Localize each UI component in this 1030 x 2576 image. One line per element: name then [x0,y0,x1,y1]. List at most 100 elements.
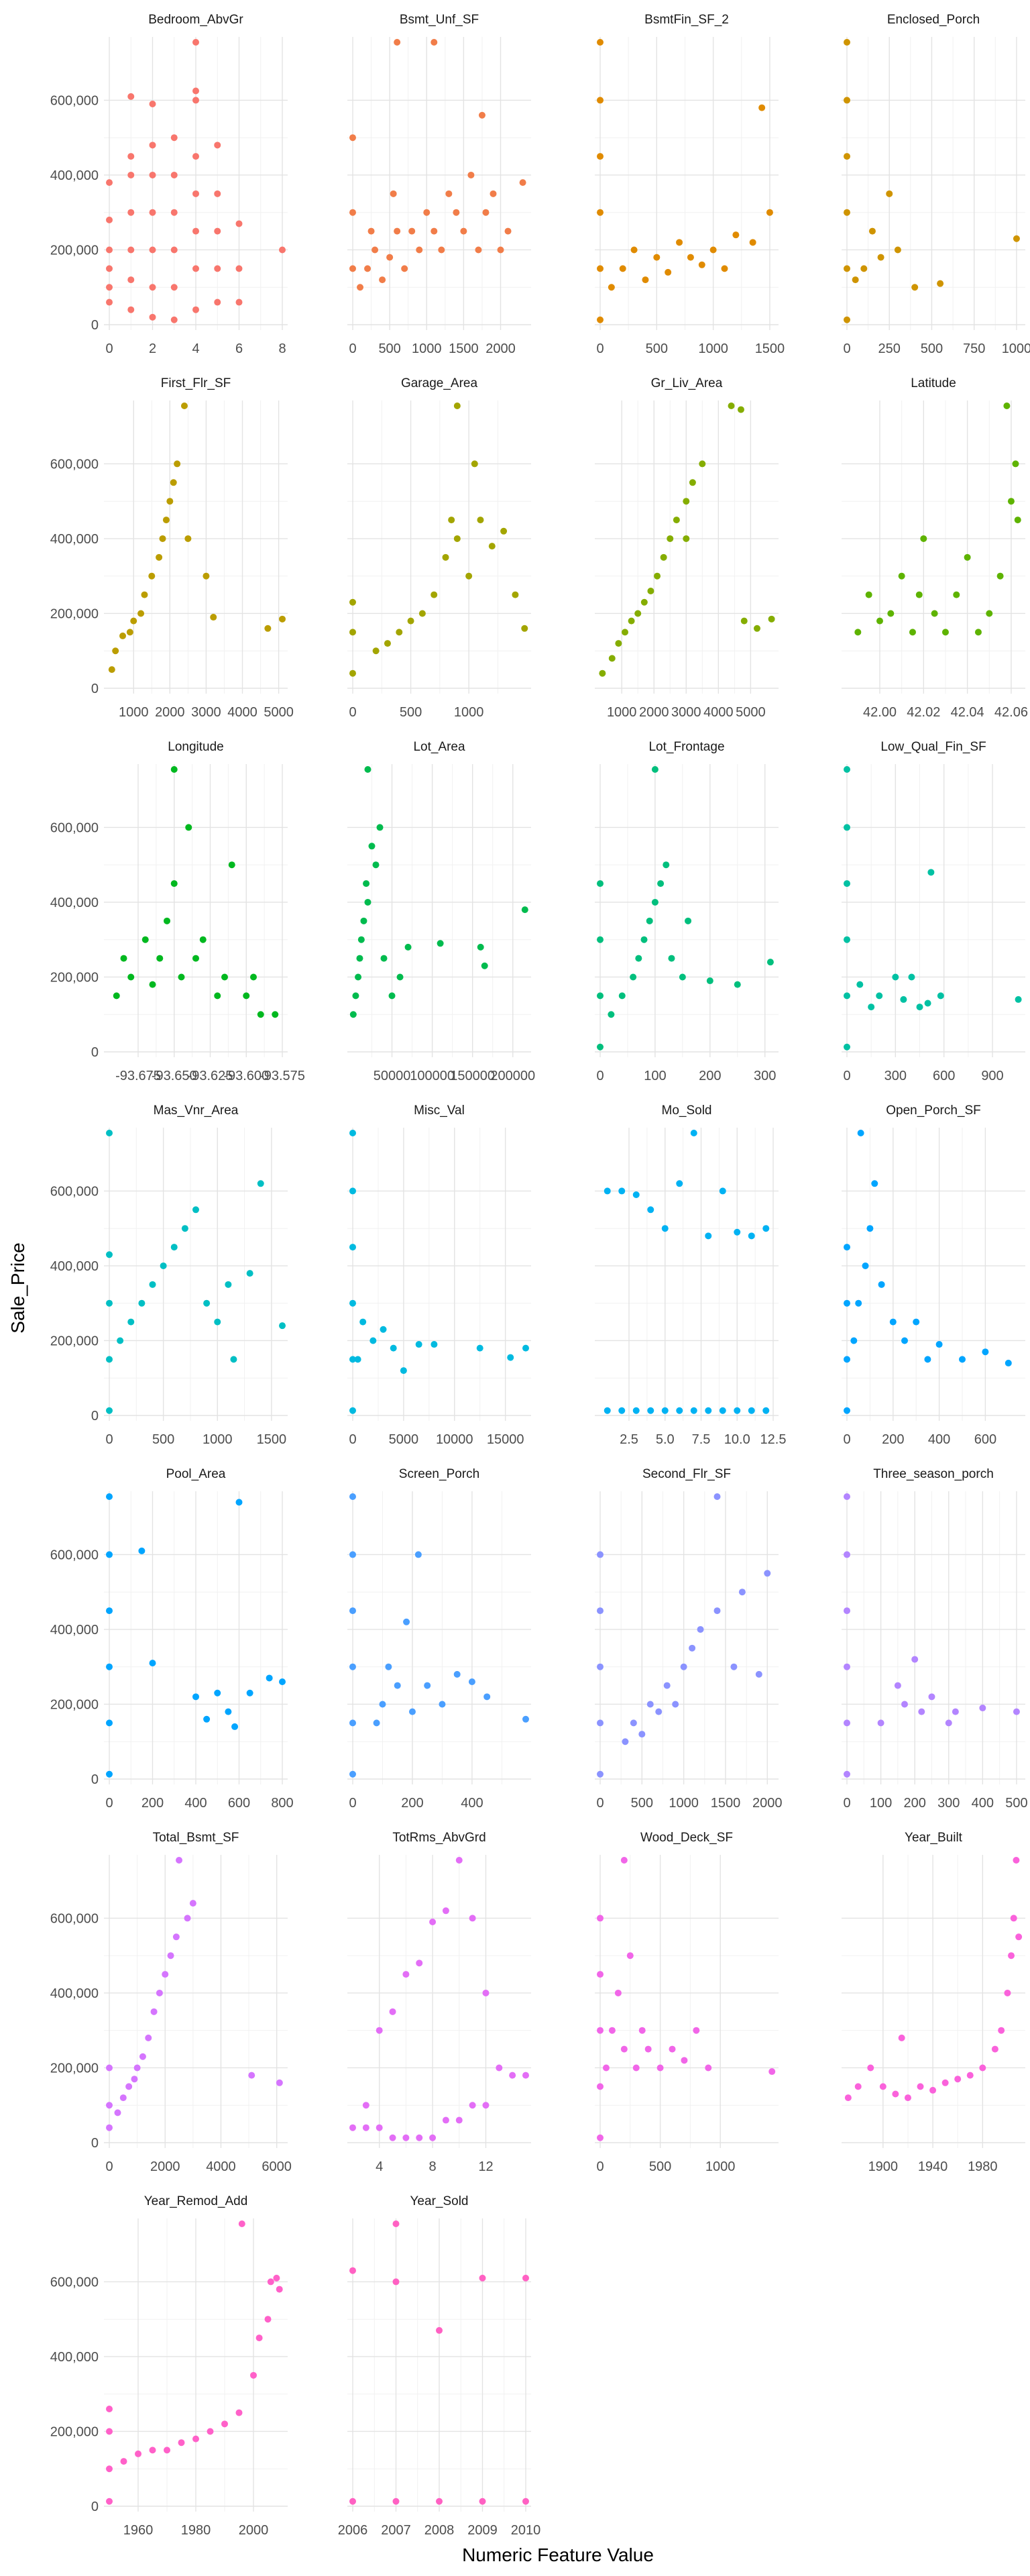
y-tick-label: 600,000 [50,820,99,835]
data-point [349,209,356,216]
data-point [687,254,694,261]
data-point [986,610,993,617]
x-tick-label: 0 [105,2159,113,2174]
data-point [141,591,148,598]
data-point [138,1299,146,1307]
data-point [436,2326,443,2334]
x-tick-label: 1500 [755,341,785,356]
panel-background [842,37,1025,330]
data-point [279,1678,286,1686]
x-tick-label: 250 [878,341,901,356]
data-point [354,1356,361,1363]
data-point [852,276,859,284]
data-point [376,2124,383,2131]
data-point [908,973,915,981]
data-point [979,2064,986,2072]
data-point [844,1299,850,1307]
data-point [192,190,199,197]
data-point [918,1708,925,1715]
data-point [407,617,414,625]
data-point [998,2027,1005,2034]
data-point [597,39,604,46]
data-point [952,1708,959,1715]
data-point [114,2109,121,2116]
facet-title: Pool_Area [166,1467,226,1481]
data-point [898,572,905,580]
facet-title: Year_Sold [410,2194,469,2208]
x-tick-label: 600 [933,1069,955,1083]
x-tick-label: 5000 [736,705,766,720]
data-point [646,1701,654,1708]
data-point [913,1318,920,1326]
facet-points [349,2220,529,2505]
panel-background [347,400,531,694]
x-tick-label: 12 [478,2159,493,2174]
facet-panel-low-qual-fin-sf: 0 300 600 900 Low_Qual_Fin_SF [842,740,1025,1083]
data-point [106,2124,113,2131]
data-point [1005,1359,1012,1366]
data-point [917,2083,924,2090]
data-point [661,1407,669,1414]
data-point [192,87,199,95]
data-point [964,553,971,561]
data-point [431,227,438,235]
data-point [762,1225,770,1232]
x-tick-label: 4000 [206,2159,236,2174]
data-point [709,246,717,254]
data-point [349,1011,357,1018]
data-point [679,973,686,981]
data-point [620,2045,628,2053]
facet-points [844,1857,1023,2102]
data-point [106,1251,113,1258]
y-tick-label: 0 [91,1045,99,1060]
data-point [170,880,178,888]
data-point [721,265,728,272]
data-point [467,171,475,178]
data-point [225,1708,232,1715]
data-point [660,553,667,561]
data-point [106,1356,113,1363]
data-point [106,2428,113,2435]
x-tick-label: 0 [349,1796,356,1811]
data-point [954,2076,962,2083]
data-point [349,598,356,606]
data-point [483,1693,491,1701]
facet-points [597,1857,776,2141]
data-point [349,1130,356,1136]
data-point [479,2498,486,2505]
data-point [156,553,163,561]
facet-title: Gr_Liv_Area [651,376,723,390]
data-point [608,1011,615,1018]
y-tick-label: 400,000 [50,2350,99,2365]
facet-points [597,39,773,323]
data-point [238,2220,245,2227]
data-point [120,955,127,962]
data-point [150,2008,158,2015]
data-point [937,992,944,1000]
data-point [644,2045,652,2053]
data-point [106,1407,113,1414]
x-tick-label: 4000 [703,705,734,720]
facet-panel-total-bsmt-sf: 0 200,000 400,000 600,000 0 2000 4000 6000 Total… [50,1831,292,2174]
data-point [429,2134,437,2141]
data-point [149,209,156,216]
panel-background [104,400,288,694]
data-point [203,1715,211,1723]
x-tick-label: 2000 [155,705,185,720]
data-point [929,2086,937,2094]
data-point [279,246,286,254]
y-tick-label: 200,000 [50,2061,99,2076]
data-point [106,299,113,306]
data-point [469,1915,476,1922]
x-tick-label: 2000 [639,705,669,720]
data-point [349,265,356,272]
data-point [408,227,416,235]
data-point [416,2134,423,2141]
data-point [935,1341,943,1348]
x-tick-label: 1000 [412,341,442,356]
x-tick-label: 0 [843,1069,850,1083]
data-point [632,1407,640,1414]
data-point [982,1348,989,1356]
data-point [844,2094,852,2102]
data-point [857,1130,864,1136]
